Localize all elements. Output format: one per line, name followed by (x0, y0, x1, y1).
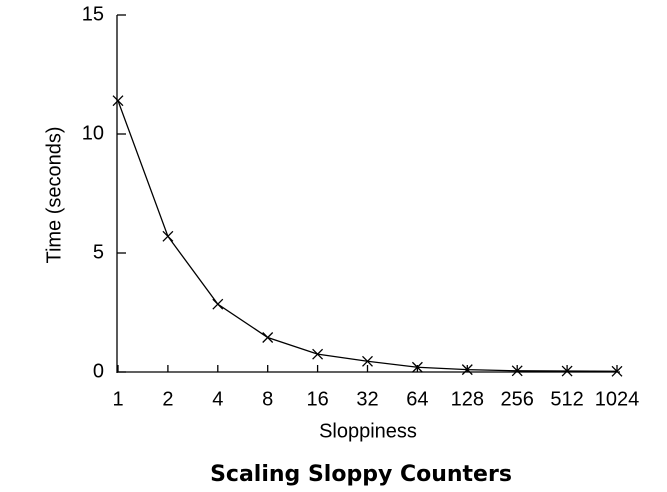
y-tick-label: 0 (93, 360, 104, 382)
x-tick-label: 32 (356, 388, 378, 410)
x-tick-label: 4 (212, 388, 223, 410)
x-tick-label: 512 (550, 388, 583, 410)
x-tick-label: 2 (162, 388, 173, 410)
marker (212, 298, 224, 310)
data-line (117, 100, 618, 372)
x-tick-label: 64 (406, 388, 428, 410)
marker (461, 364, 473, 376)
marker (312, 348, 324, 360)
chart-title: Scaling Sloppy Counters (210, 462, 512, 487)
x-tick-label: 256 (501, 388, 534, 410)
marker (112, 95, 124, 107)
marker (511, 365, 523, 377)
marker (262, 332, 274, 343)
y-tick-label: 15 (82, 3, 104, 25)
marker (561, 365, 573, 377)
marker (362, 355, 373, 367)
marker (162, 230, 174, 242)
x-tick-label: 1 (112, 388, 123, 410)
marker (611, 365, 623, 377)
x-tick-label: 8 (262, 388, 273, 410)
x-axis-label: Sloppiness (319, 420, 417, 442)
x-tick-label: 16 (306, 388, 328, 410)
marker (411, 361, 423, 373)
x-tick-label: 1024 (595, 388, 640, 410)
y-tick-label: 10 (82, 122, 104, 144)
x-tick-label: 128 (451, 388, 484, 410)
y-tick-label: 5 (93, 241, 104, 263)
y-axis-label: Time (seconds) (43, 126, 65, 263)
